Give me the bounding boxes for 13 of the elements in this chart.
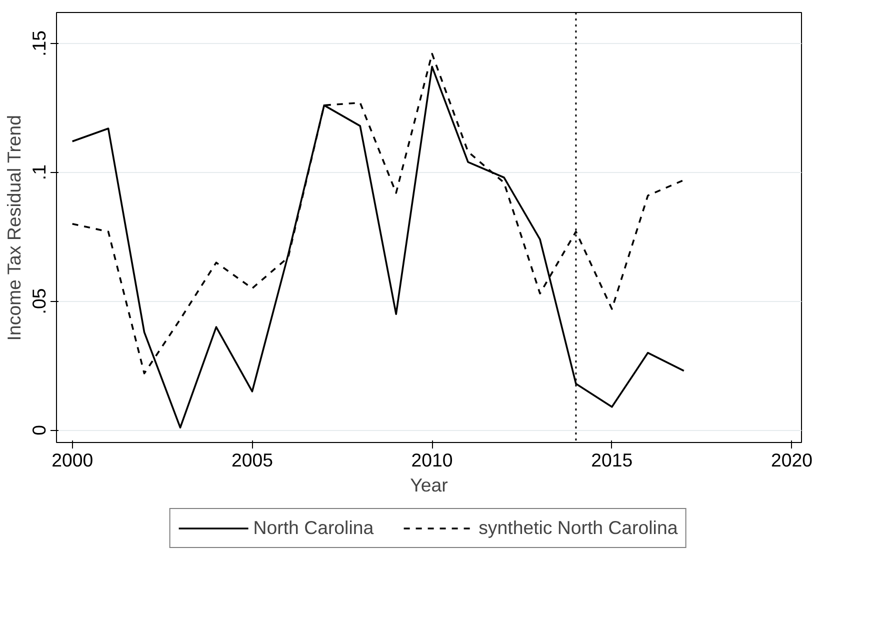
x-tick-label: 2015 bbox=[591, 450, 633, 470]
x-tick-label: 2010 bbox=[411, 450, 453, 470]
x-tick-label: 2000 bbox=[52, 450, 94, 470]
legend-label: synthetic North Carolina bbox=[478, 517, 678, 539]
legend-label: North Carolina bbox=[253, 517, 374, 539]
x-axis-title: Year bbox=[410, 474, 448, 496]
y-tick-label: .15 bbox=[28, 30, 50, 56]
x-tick-label: 2020 bbox=[771, 450, 813, 470]
y-tick-label: .05 bbox=[28, 288, 50, 314]
y-axis-title: Income Tax Residual Trend bbox=[4, 114, 24, 341]
x-tick-label: 2005 bbox=[231, 450, 273, 470]
y-tick-label: 0 bbox=[28, 424, 50, 436]
y-tick-label: .1 bbox=[28, 164, 50, 180]
